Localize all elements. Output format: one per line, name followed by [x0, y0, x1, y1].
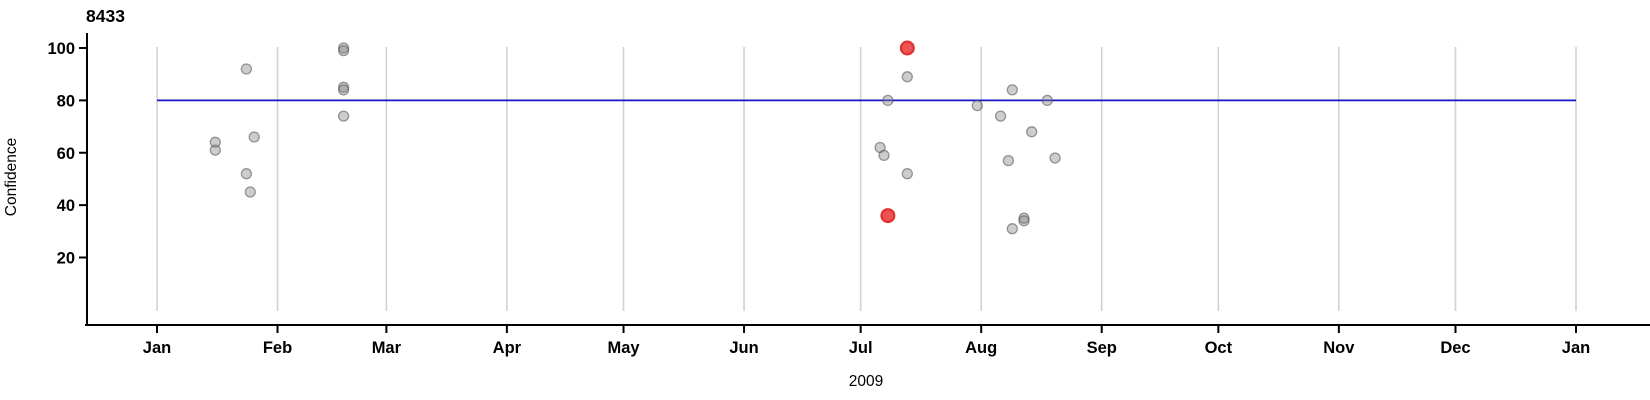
month-label-jun: Jun	[729, 339, 758, 357]
data-point	[244, 186, 256, 198]
data-point	[1006, 84, 1018, 96]
data-point	[1026, 126, 1038, 138]
data-point	[1041, 94, 1053, 107]
data-point	[1002, 154, 1015, 167]
x-axis-ticks: Jan Feb Mar Apr May Jun Jul Aug Sep Oct Nov Dec Jan	[143, 325, 1590, 357]
data-point	[209, 144, 221, 156]
data-point	[1049, 152, 1061, 164]
data-point	[209, 136, 221, 148]
data-point	[882, 94, 894, 107]
x-axis-title: 2009	[849, 373, 883, 390]
month-label-sep: Sep	[1087, 339, 1117, 357]
data-point	[1006, 223, 1018, 235]
data-point	[337, 110, 350, 122]
month-label-apr: Apr	[493, 339, 522, 357]
axes	[85, 33, 1650, 326]
y-tick-label: 20	[57, 250, 75, 268]
highlighted-data-point	[899, 40, 915, 56]
data-point	[248, 131, 260, 143]
month-label-dec: Dec	[1440, 339, 1470, 357]
month-label-mar: Mar	[372, 339, 402, 357]
y-tick-label: 100	[47, 40, 75, 58]
data-point	[878, 149, 890, 162]
data-point	[240, 168, 253, 180]
y-axis-ticks: 20 40 60 80 100	[47, 40, 87, 268]
month-label-jul: Jul	[849, 339, 873, 357]
data-points	[209, 40, 1061, 235]
data-point	[994, 110, 1007, 122]
month-gridlines	[156, 47, 1577, 311]
month-label-aug: Aug	[965, 339, 997, 357]
month-label-oct: Oct	[1205, 339, 1233, 357]
chart-title: 8433	[86, 6, 125, 26]
month-label-feb: Feb	[263, 339, 292, 357]
month-label-jan: Jan	[1562, 339, 1590, 357]
month-label-nov: Nov	[1323, 339, 1355, 357]
month-label-jan: Jan	[143, 339, 171, 357]
y-tick-label: 80	[57, 92, 75, 110]
y-tick-label: 40	[57, 197, 75, 215]
y-tick-label: 60	[57, 145, 75, 163]
data-point	[901, 71, 913, 83]
data-point	[337, 84, 350, 96]
data-point	[1018, 215, 1030, 227]
data-point	[337, 44, 350, 57]
data-point	[971, 99, 983, 112]
month-label-may: May	[607, 339, 640, 357]
highlighted-data-point	[880, 208, 896, 224]
data-point	[901, 168, 913, 180]
data-point	[240, 63, 253, 75]
y-axis-title: Confidence	[3, 138, 20, 216]
